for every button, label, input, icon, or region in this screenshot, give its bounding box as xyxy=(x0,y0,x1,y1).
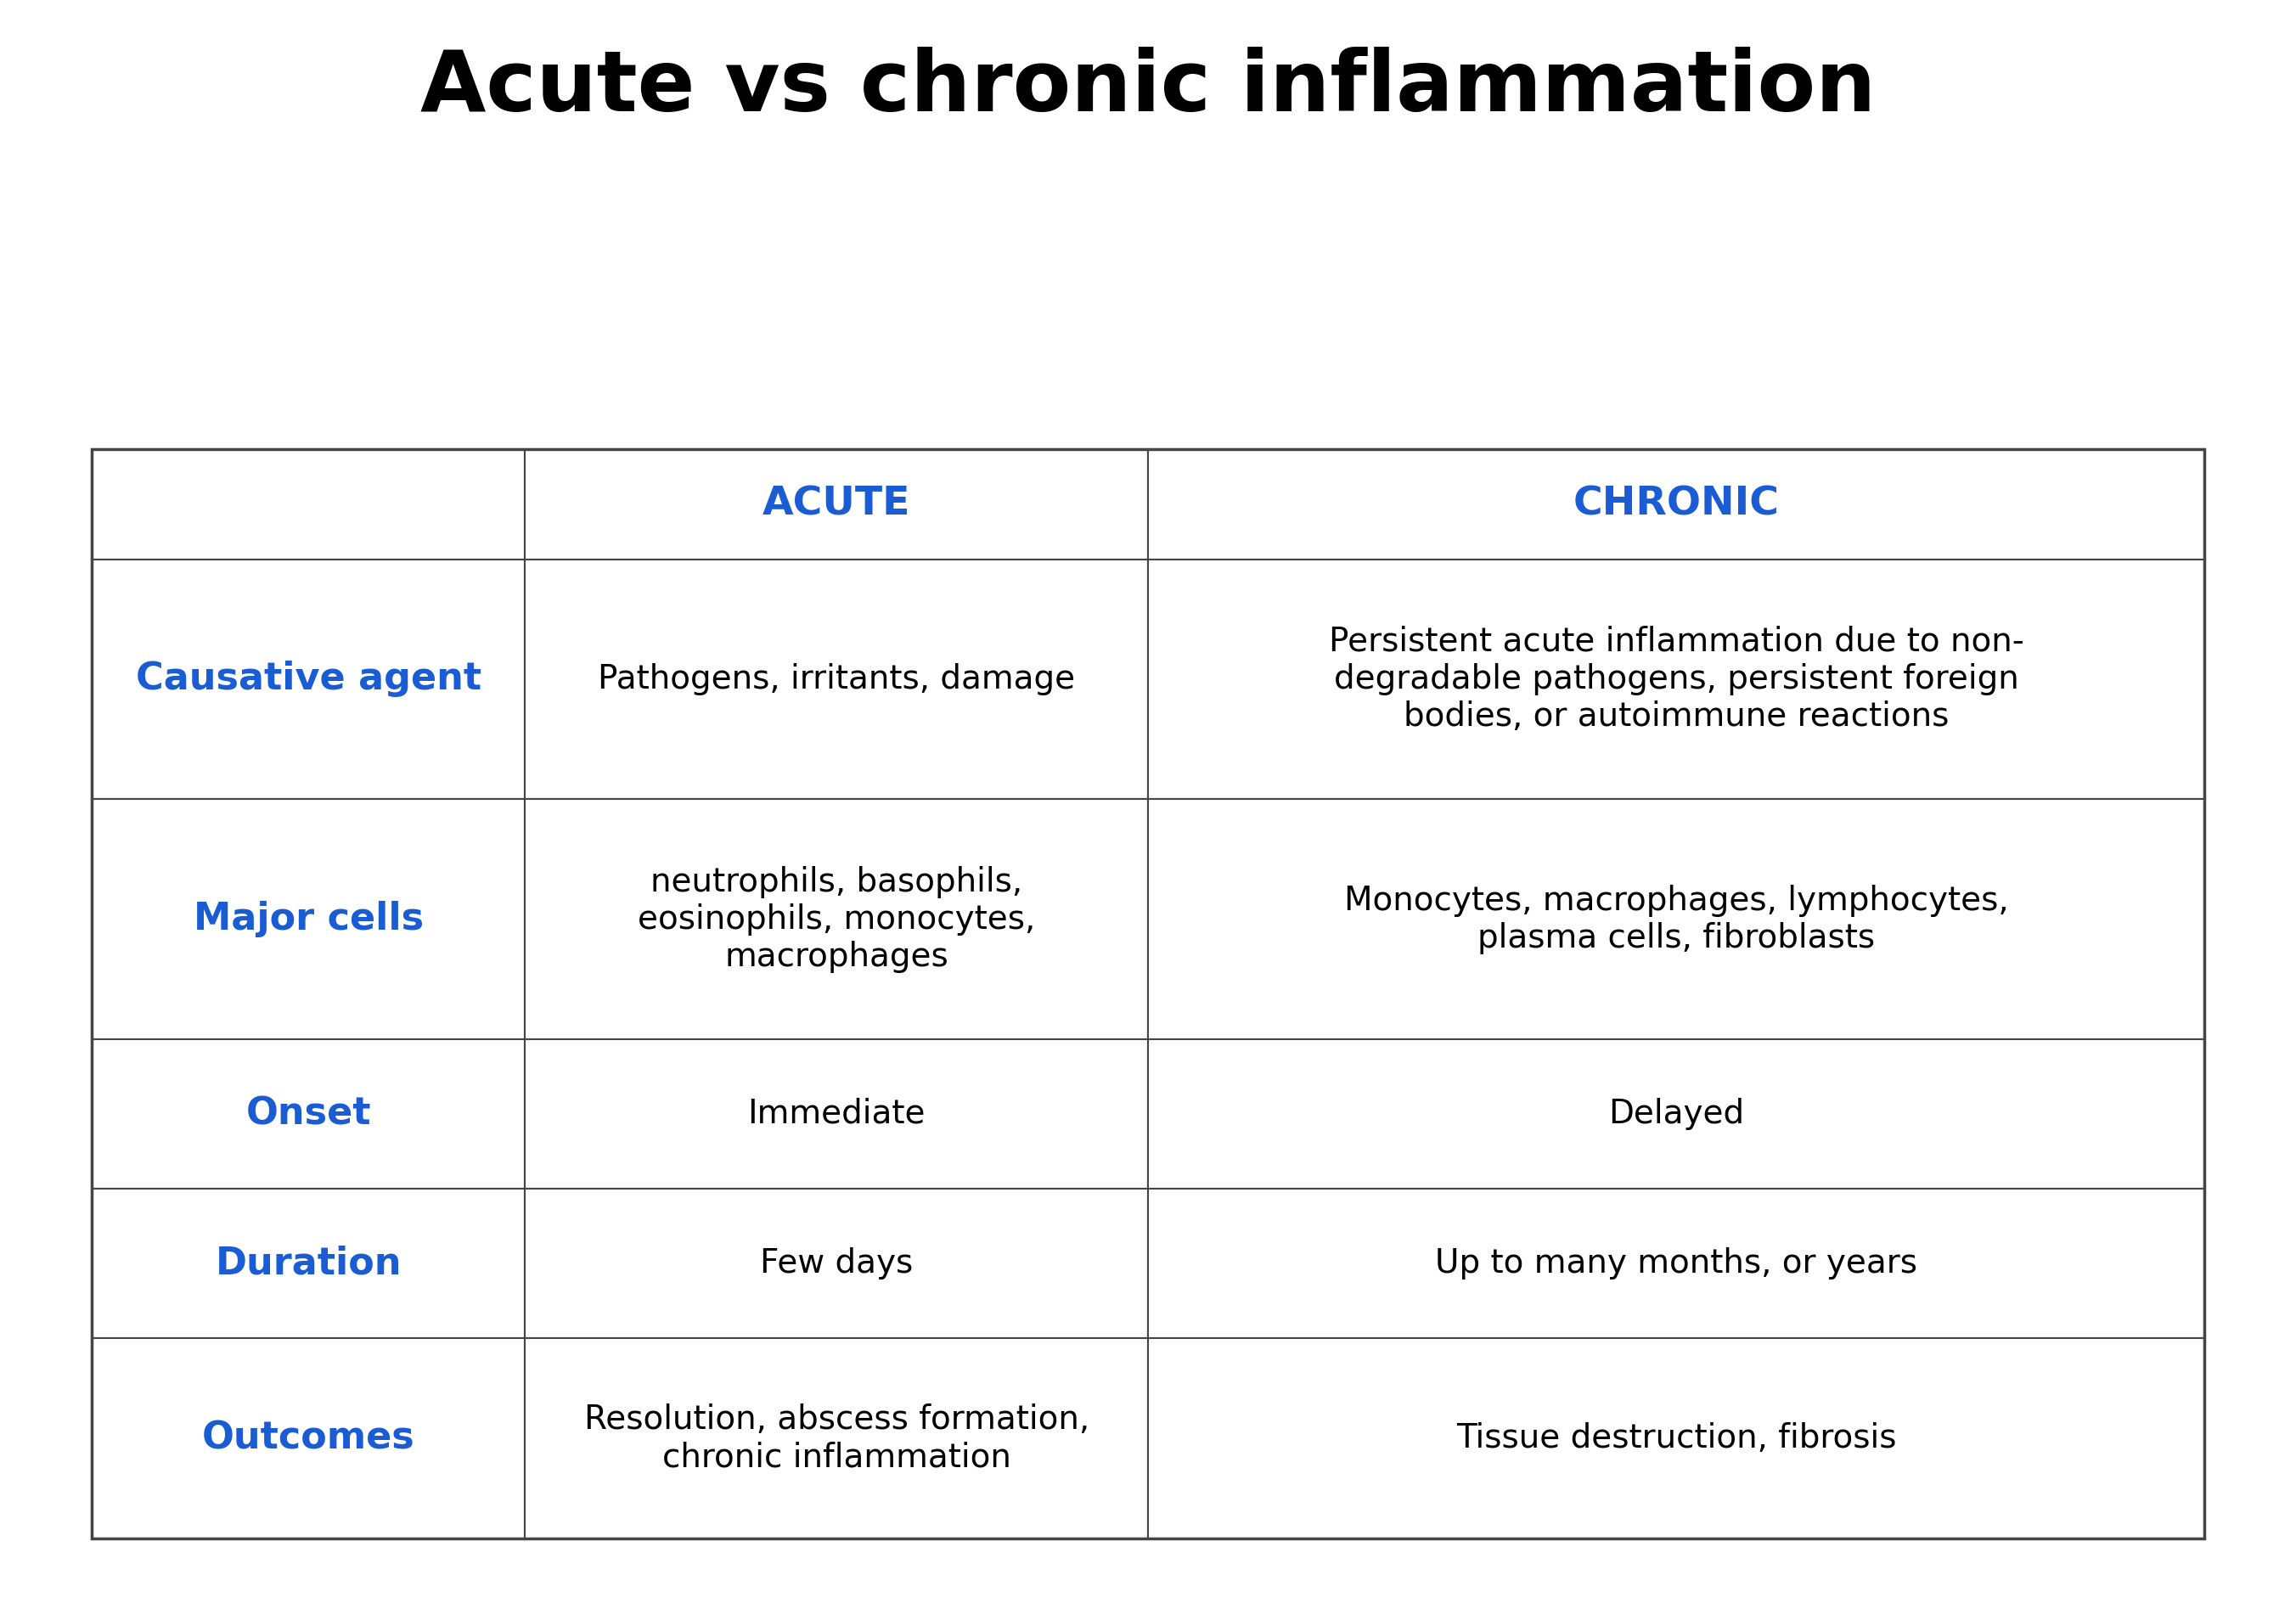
Bar xyxy=(1148,1188,2204,1339)
Text: Onset: Onset xyxy=(246,1095,372,1132)
Bar xyxy=(1148,1339,2204,1539)
Text: CHRONIC: CHRONIC xyxy=(1573,484,1779,523)
Bar xyxy=(526,1188,1148,1339)
Bar xyxy=(92,449,2204,1539)
Text: Pathogens, irritants, damage: Pathogens, irritants, damage xyxy=(597,664,1075,696)
Bar xyxy=(526,1039,1148,1188)
Bar xyxy=(1148,559,2204,800)
Text: Acute vs chronic inflammation: Acute vs chronic inflammation xyxy=(420,46,1876,130)
Text: Monocytes, macrophages, lymphocytes,
plasma cells, fibroblasts: Monocytes, macrophages, lymphocytes, pla… xyxy=(1343,885,2009,954)
Bar xyxy=(92,800,526,1039)
Bar xyxy=(1148,1039,2204,1188)
Text: Tissue destruction, fibrosis: Tissue destruction, fibrosis xyxy=(1456,1422,1896,1454)
Bar xyxy=(92,1339,526,1539)
Bar xyxy=(526,449,1148,559)
Bar xyxy=(526,800,1148,1039)
Bar xyxy=(92,559,526,800)
Text: neutrophils, basophils,
eosinophils, monocytes,
macrophages: neutrophils, basophils, eosinophils, mon… xyxy=(638,866,1035,973)
Text: Causative agent: Causative agent xyxy=(135,660,482,697)
Bar xyxy=(92,449,526,559)
Text: Resolution, abscess formation,
chronic inflammation: Resolution, abscess formation, chronic i… xyxy=(583,1404,1088,1473)
Text: ACUTE: ACUTE xyxy=(762,484,912,523)
Bar xyxy=(1148,800,2204,1039)
Text: Up to many months, or years: Up to many months, or years xyxy=(1435,1247,1917,1279)
Bar xyxy=(92,1188,526,1339)
Text: Delayed: Delayed xyxy=(1607,1098,1745,1130)
Text: Persistent acute inflammation due to non-
degradable pathogens, persistent forei: Persistent acute inflammation due to non… xyxy=(1329,625,2023,733)
Text: Duration: Duration xyxy=(216,1246,402,1281)
Text: Few days: Few days xyxy=(760,1247,914,1279)
Bar xyxy=(92,1039,526,1188)
Bar xyxy=(1148,449,2204,559)
Text: Major cells: Major cells xyxy=(193,901,422,938)
Text: Outcomes: Outcomes xyxy=(202,1420,416,1457)
Bar xyxy=(526,559,1148,800)
Bar xyxy=(526,1339,1148,1539)
Text: Immediate: Immediate xyxy=(748,1098,925,1130)
